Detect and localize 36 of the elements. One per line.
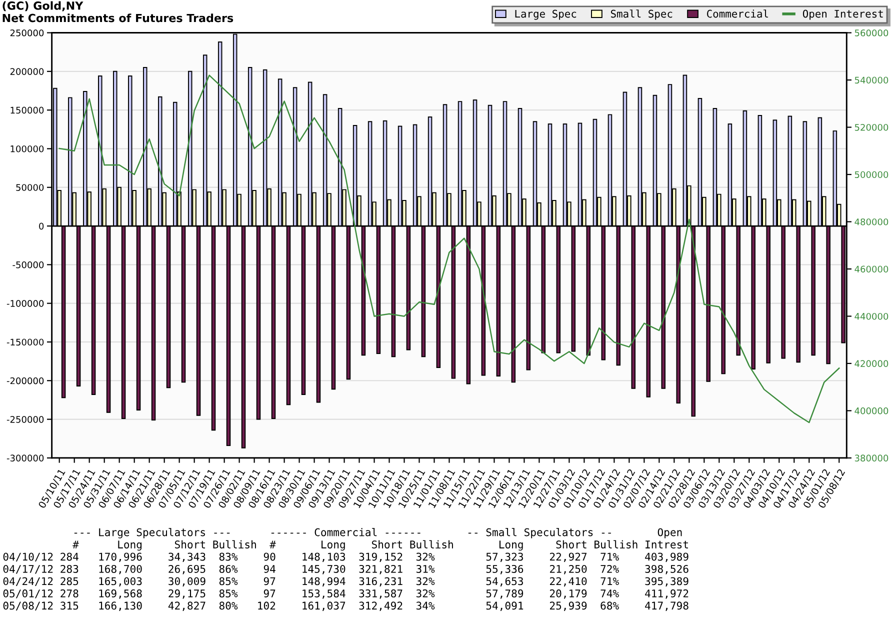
- y2-tick-label: 560000: [854, 29, 888, 36]
- y-tick-label: -50000: [12, 261, 44, 268]
- y2-tick-label: 400000: [854, 407, 888, 414]
- chart-title: (GC) Gold,NY: [2, 1, 84, 12]
- y-tick-label: -300000: [6, 454, 44, 462]
- text: 05/08/12 315 166,130 42,827 80% 102 161,037 312,492 34% 54,091 25,939 68% 417,798: [3, 602, 688, 611]
- y-tick-label: -200000: [6, 377, 44, 384]
- line-series: [58, 74, 840, 424]
- legend-label: Open Interest: [802, 10, 883, 20]
- legend-label: Large Spec: [515, 10, 576, 20]
- text: 04/17/12 283 168,700 26,695 86% 94 145,730 321,821 31% 55,336 21,250 72% 398,526: [3, 564, 688, 574]
- y-tick-label: 250000: [10, 29, 44, 36]
- y2-tick-label: 500000: [854, 171, 888, 178]
- legend-label: Small Spec: [610, 10, 672, 20]
- y-tick-label: 50000: [16, 184, 44, 191]
- chart-subtitle: Net Commitments of Futures Traders: [2, 14, 234, 22]
- y2-tick-label: 540000: [854, 76, 888, 84]
- text: --- Large Speculators --- ------ Commercial ------ -- Small Speculators -- Open: [74, 528, 682, 538]
- y2-tick-label: 440000: [854, 312, 888, 320]
- text: # Long Short Bullish # Long Short Bullish Long Short Bullish Intrest: [72, 540, 688, 551]
- legend-label: Commercial: [707, 10, 768, 18]
- text: 04/10/12 284 170,996 34,343 83% 90 148,103 319,152 32% 57,323 22,927 71% 403,989: [3, 552, 688, 562]
- y-tick-label: 150000: [10, 106, 44, 114]
- y-tick-label: 100000: [10, 145, 44, 152]
- y-tick-label: -250000: [6, 416, 44, 423]
- text: 04/24/12 285 165,003 30,009 85% 97 148,994 316,231 32% 54,653 22,410 71% 395,389: [3, 577, 688, 586]
- y-tick-label: -100000: [6, 300, 44, 307]
- y2-tick-label: 420000: [854, 360, 888, 368]
- y2-tick-label: 460000: [854, 266, 888, 273]
- y2-tick-label: 480000: [854, 218, 888, 226]
- y2-tick-label: 520000: [854, 124, 888, 131]
- y-tick-label: -150000: [6, 338, 44, 346]
- y-tick-label: 200000: [10, 68, 44, 75]
- y2-tick-label: 380000: [854, 454, 888, 462]
- y-tick-label: 0: [39, 222, 44, 230]
- text: 05/01/12 278 169,568 29,175 85% 97 153,584 331,587 32% 57,789 20,179 74% 411,972: [3, 589, 688, 599]
